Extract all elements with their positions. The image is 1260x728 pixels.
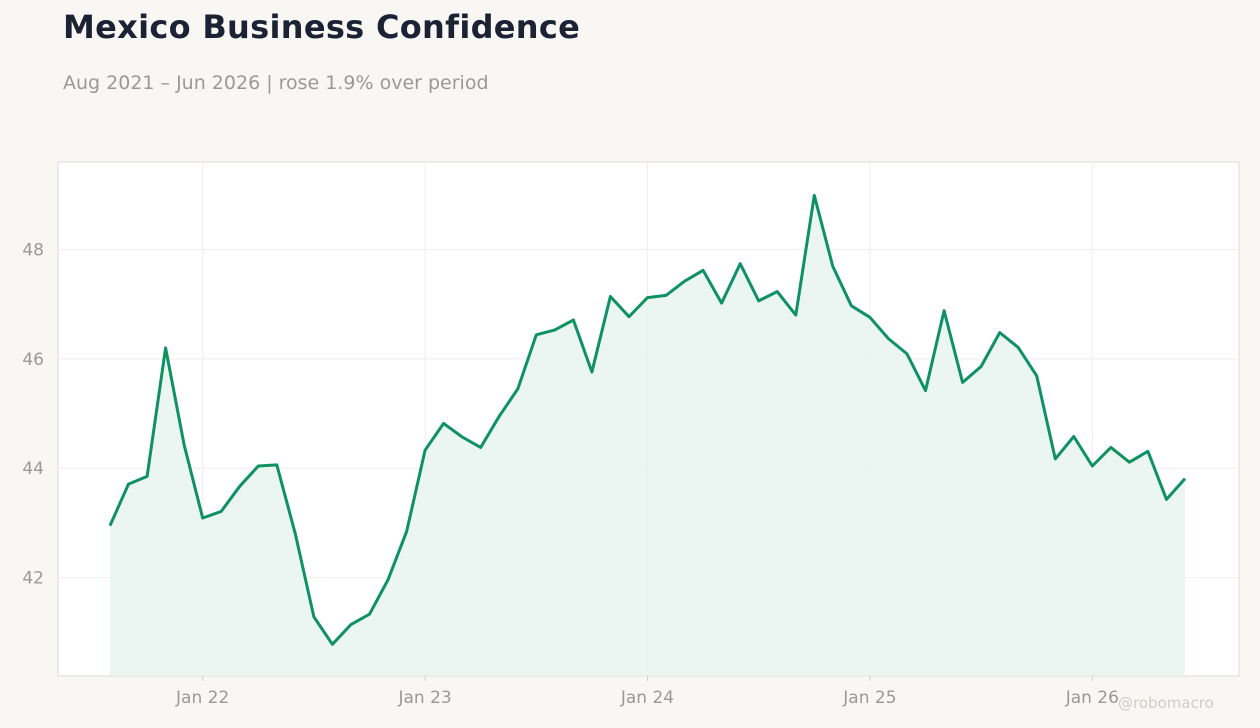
y-tick-label: 46: [22, 350, 44, 370]
y-tick-label: 42: [22, 569, 44, 589]
watermark: @robomacro: [1118, 694, 1214, 712]
chart-subtitle: Aug 2021 – Jun 2026 | rose 1.9% over per…: [63, 72, 489, 94]
x-tick-label: Jan 22: [175, 688, 229, 708]
y-axis-ticks: 42 44 46 48: [22, 240, 44, 588]
x-tick-label: Jan 24: [620, 688, 674, 708]
series-area-fill: [110, 195, 1185, 676]
x-axis-ticks: Jan 22 Jan 23 Jan 24 Jan 25 Jan 26: [175, 676, 1119, 708]
chart-title: Mexico Business Confidence: [63, 8, 581, 46]
series-line: [108, 193, 1187, 646]
x-tick-label: Jan 25: [842, 688, 896, 708]
x-tick-label: Jan 26: [1065, 688, 1119, 708]
y-tick-label: 48: [22, 240, 44, 260]
y-tick-label: 44: [22, 459, 44, 479]
x-tick-label: Jan 23: [397, 688, 451, 708]
